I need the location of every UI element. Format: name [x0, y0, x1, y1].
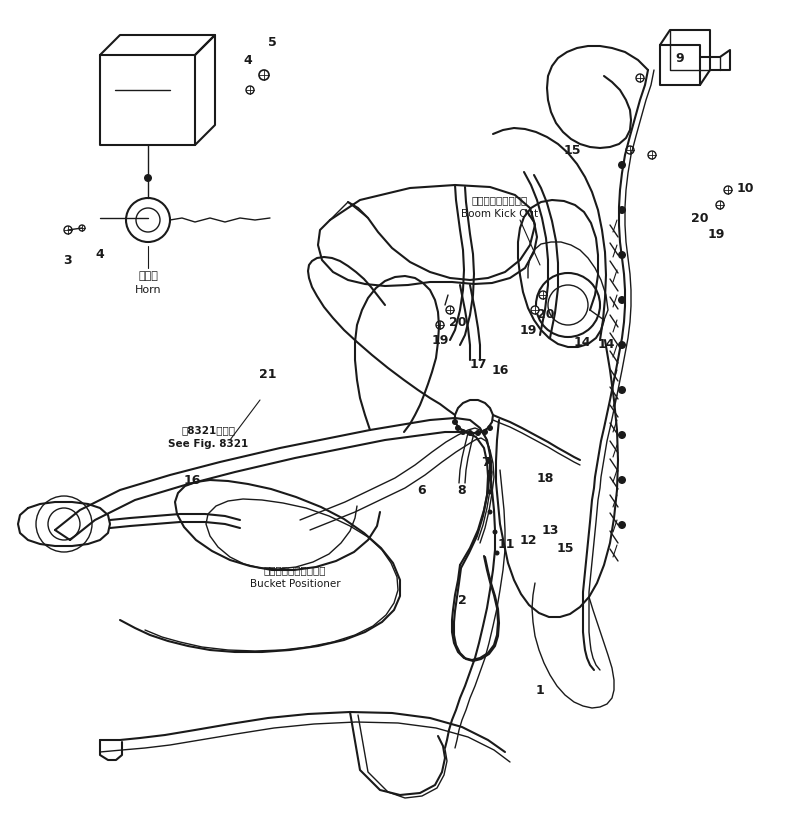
Circle shape	[436, 321, 444, 329]
Circle shape	[618, 341, 626, 349]
Text: 3: 3	[64, 253, 72, 266]
Circle shape	[79, 225, 85, 231]
Circle shape	[626, 146, 634, 154]
Text: 1: 1	[536, 683, 545, 696]
Circle shape	[487, 425, 493, 431]
Circle shape	[618, 521, 626, 529]
Text: See Fig. 8321: See Fig. 8321	[168, 439, 248, 449]
Circle shape	[618, 386, 626, 394]
Text: Bucket Positioner: Bucket Positioner	[250, 579, 340, 589]
Text: 10: 10	[736, 182, 754, 195]
Circle shape	[455, 425, 461, 431]
Text: 19: 19	[708, 229, 725, 242]
Text: 21: 21	[259, 369, 277, 381]
Text: 20: 20	[449, 315, 467, 328]
Circle shape	[467, 430, 473, 436]
Text: 16: 16	[184, 474, 200, 487]
Circle shape	[716, 201, 724, 209]
Circle shape	[618, 476, 626, 484]
Text: 7: 7	[481, 455, 490, 469]
Text: 19: 19	[519, 323, 537, 337]
Text: ホーン: ホーン	[138, 271, 158, 281]
Circle shape	[539, 291, 547, 299]
Text: 14: 14	[597, 338, 615, 351]
Text: 15: 15	[563, 144, 581, 157]
Circle shape	[494, 550, 499, 555]
Circle shape	[259, 70, 269, 80]
Text: 20: 20	[537, 309, 555, 322]
Circle shape	[144, 174, 152, 182]
Text: 4: 4	[243, 54, 252, 67]
Text: ブームキックアウト: ブームキックアウト	[472, 195, 528, 205]
Circle shape	[636, 74, 644, 82]
Circle shape	[724, 186, 732, 194]
Circle shape	[648, 151, 656, 159]
Circle shape	[618, 206, 626, 214]
Text: 8: 8	[458, 483, 467, 497]
Text: 14: 14	[573, 336, 591, 348]
Circle shape	[446, 306, 454, 314]
Circle shape	[531, 306, 539, 314]
Text: 11: 11	[497, 539, 514, 551]
Circle shape	[452, 419, 458, 425]
Text: 19: 19	[432, 333, 448, 346]
Text: 17: 17	[469, 359, 487, 371]
Circle shape	[80, 225, 84, 230]
Circle shape	[618, 161, 626, 169]
Text: 2: 2	[458, 593, 467, 606]
Circle shape	[487, 460, 492, 464]
Text: 16: 16	[491, 364, 509, 376]
Text: 図8321図参照: 図8321図参照	[181, 425, 235, 435]
Text: バケットボジッショナ: バケットボジッショナ	[264, 565, 326, 575]
Circle shape	[618, 251, 626, 259]
Circle shape	[482, 429, 488, 435]
Text: 15: 15	[556, 541, 574, 554]
Text: Horn: Horn	[134, 285, 161, 295]
Circle shape	[460, 429, 466, 435]
Text: 4: 4	[95, 248, 104, 262]
Text: 12: 12	[519, 534, 537, 546]
Text: 13: 13	[541, 524, 559, 536]
Text: 6: 6	[417, 483, 426, 497]
Circle shape	[246, 86, 254, 94]
Circle shape	[487, 510, 492, 515]
Text: Boom Kick Out: Boom Kick Out	[461, 209, 538, 219]
Text: 5: 5	[268, 35, 277, 49]
Text: 18: 18	[537, 472, 553, 484]
Circle shape	[64, 226, 72, 234]
Text: 20: 20	[691, 211, 709, 224]
Text: 9: 9	[676, 51, 684, 64]
Circle shape	[618, 431, 626, 439]
Circle shape	[492, 530, 498, 535]
Circle shape	[487, 469, 492, 474]
Circle shape	[475, 430, 481, 436]
Circle shape	[487, 489, 492, 494]
Circle shape	[618, 296, 626, 304]
